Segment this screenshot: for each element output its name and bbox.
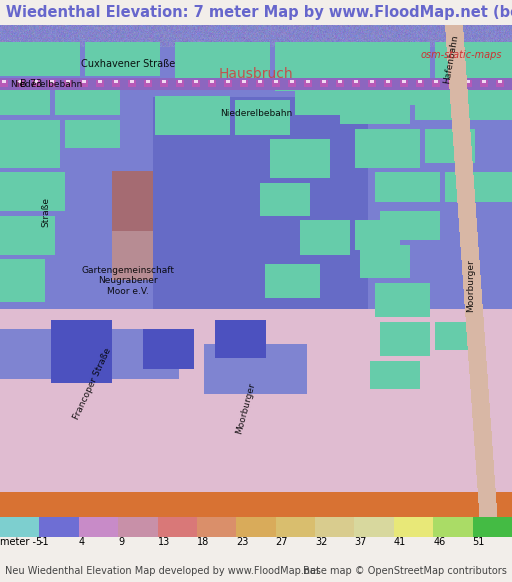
Text: 41: 41 [394, 537, 406, 547]
Text: Straße: Straße [41, 197, 51, 227]
Text: Hausbruch: Hausbruch [219, 67, 293, 81]
Text: 51: 51 [473, 537, 485, 547]
Bar [394, 517, 433, 537]
Text: Niederelbebahn: Niederelbebahn [220, 109, 292, 118]
Text: Neu Wiedenthal Elevation Map developed by www.FloodMap.net: Neu Wiedenthal Elevation Map developed b… [5, 566, 320, 576]
Text: 46: 46 [433, 537, 445, 547]
Text: Moorburger: Moorburger [466, 260, 476, 312]
Text: Hafenbahn: Hafenbahn [442, 34, 459, 84]
Text: 32: 32 [315, 537, 328, 547]
Text: 18: 18 [197, 537, 209, 547]
Bar [197, 517, 237, 537]
Text: Neu Wiedenthal Elevation: 7 meter Map by www.FloodMap.net (beta): Neu Wiedenthal Elevation: 7 meter Map by… [0, 5, 512, 20]
Text: 37: 37 [354, 537, 367, 547]
Text: Gartengemeinschaft
Neugrabener
Moor e.V.: Gartengemeinschaft Neugrabener Moor e.V. [81, 266, 175, 296]
Bar [118, 517, 158, 537]
Text: 23: 23 [237, 537, 249, 547]
Text: 9: 9 [118, 537, 124, 547]
Text: Moorburger: Moorburger [234, 382, 257, 435]
Bar [354, 517, 394, 537]
Bar [433, 517, 473, 537]
Text: Francoper Straße: Francoper Straße [72, 347, 113, 421]
Text: B 73: B 73 [19, 79, 42, 89]
Bar [0, 517, 39, 537]
Text: meter -5: meter -5 [0, 537, 42, 547]
Bar [315, 517, 354, 537]
Bar [79, 517, 118, 537]
Bar [39, 517, 79, 537]
Text: Cuxhavener Straße: Cuxhavener Straße [81, 59, 175, 69]
Bar [158, 517, 197, 537]
Bar [473, 517, 512, 537]
Text: 27: 27 [275, 537, 288, 547]
Text: 13: 13 [158, 537, 170, 547]
Text: -1: -1 [39, 537, 49, 547]
Text: Base map © OpenStreetMap contributors: Base map © OpenStreetMap contributors [303, 566, 507, 576]
Text: Niederelbebahn: Niederelbebahn [10, 80, 82, 88]
Bar [275, 517, 315, 537]
Text: osm-static-maps: osm-static-maps [420, 49, 502, 59]
Bar [237, 517, 275, 537]
Text: 4: 4 [79, 537, 85, 547]
